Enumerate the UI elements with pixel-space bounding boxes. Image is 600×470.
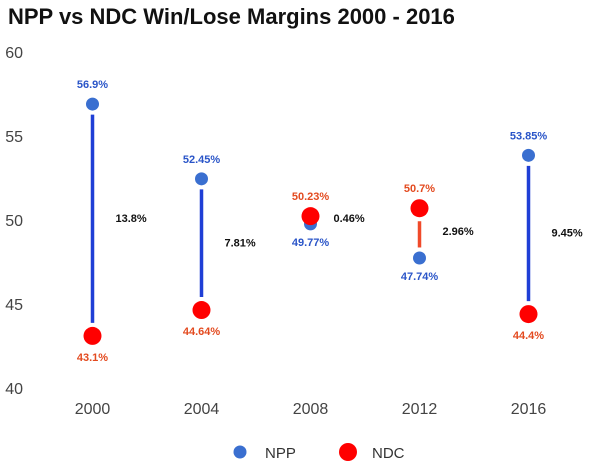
npp-point-2016 — [522, 148, 535, 162]
x-tick-label: 2000 — [75, 401, 111, 418]
npp-point-2012 — [413, 251, 426, 265]
legend-ndc-marker — [339, 443, 357, 461]
ndc-point-2012 — [410, 199, 429, 218]
margin-label-2000: 13.8% — [116, 213, 147, 225]
npp-point-2004 — [195, 172, 208, 186]
legend-ndc-label: NDC — [372, 445, 405, 462]
npp-label-2008: 49.77% — [292, 237, 330, 249]
npp-point-2000 — [86, 97, 99, 111]
margin-label-2004: 7.81% — [225, 237, 256, 249]
margin-label-2012: 2.96% — [443, 226, 474, 238]
y-axis: 40 45 50 55 60 — [5, 45, 23, 398]
y-tick-label: 55 — [5, 129, 23, 146]
x-axis: 2000 2004 2008 2012 2016 — [75, 401, 547, 418]
data-labels: 56.9% 43.1% 13.8% 52.45% 44.64% 7.81% 49.77% 50… — [77, 79, 583, 364]
legend-npp-marker — [233, 445, 247, 459]
npp-label-2000: 56.9% — [77, 79, 108, 91]
x-tick-label: 2016 — [511, 401, 547, 418]
x-tick-label: 2012 — [402, 401, 438, 418]
ndc-point-2000 — [83, 326, 102, 345]
ndc-point-2004 — [192, 301, 211, 320]
ndc-label-2000: 43.1% — [77, 352, 108, 364]
y-tick-label: 60 — [5, 45, 23, 62]
npp-label-2016: 53.85% — [510, 130, 548, 142]
y-tick-label: 40 — [5, 381, 23, 398]
ndc-label-2016: 44.4% — [513, 330, 544, 342]
y-tick-label: 45 — [5, 297, 23, 314]
margin-label-2008: 0.46% — [334, 213, 365, 225]
legend: NPP NDC — [233, 443, 405, 462]
ndc-label-2004: 44.64% — [183, 326, 221, 338]
x-tick-label: 2004 — [184, 401, 220, 418]
data-points — [83, 97, 538, 345]
legend-npp-label: NPP — [265, 445, 296, 462]
y-tick-label: 50 — [5, 213, 23, 230]
npp-label-2004: 52.45% — [183, 154, 221, 166]
margin-label-2016: 9.45% — [552, 228, 583, 240]
ndc-point-2016 — [519, 305, 538, 324]
x-tick-label: 2008 — [293, 401, 329, 418]
ndc-label-2012: 50.7% — [404, 183, 435, 195]
chart-title: NPP vs NDC Win/Lose Margins 2000 - 2016 — [8, 4, 455, 29]
margin-lines — [90, 114, 531, 323]
ndc-label-2008: 50.23% — [292, 191, 330, 203]
npp-label-2012: 47.74% — [401, 271, 439, 283]
ndc-point-2008 — [301, 207, 320, 226]
